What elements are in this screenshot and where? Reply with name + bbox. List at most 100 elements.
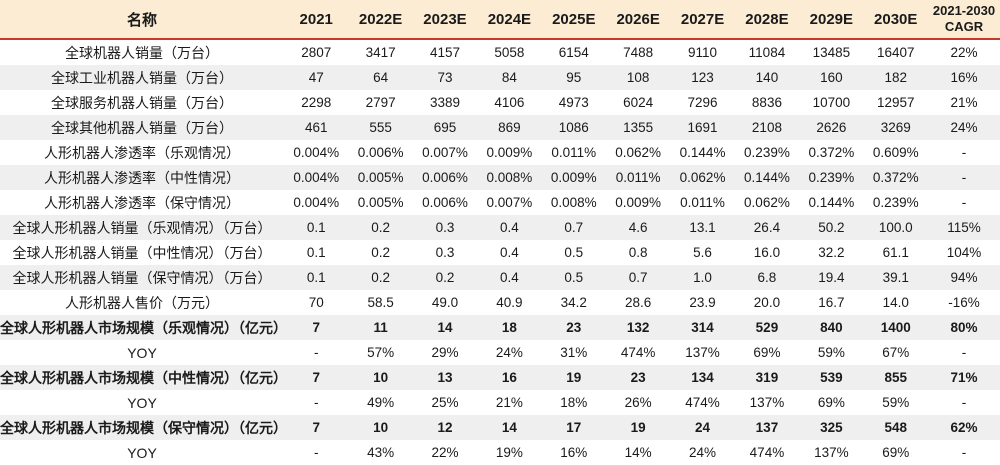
value-cell: 6.8 <box>757 270 777 285</box>
value-cell: 50.2 <box>818 220 845 235</box>
value-cell: 16407 <box>876 45 915 60</box>
value-cell: 314 <box>691 320 714 335</box>
value-cell: 0.011% <box>615 170 661 185</box>
value-cell: 21% <box>950 95 978 110</box>
value-cell: 0.062% <box>615 145 662 160</box>
value-cell: 23 <box>566 320 582 335</box>
value-cell: 49.0 <box>431 295 459 310</box>
value-cell: 0.1 <box>306 220 326 235</box>
table-row: 全球工业机器人销量（万台） 47 64 73 84 95 108 123 140 160 182 16… <box>0 65 1000 90</box>
value-cell: 12957 <box>876 95 915 110</box>
value-cell: 182 <box>884 70 907 85</box>
row-label: 全球其他机器人销量（万台） <box>51 119 233 136</box>
value-cell: 0.239% <box>744 145 790 160</box>
value-cell: 18% <box>560 395 588 410</box>
value-cell: 6154 <box>558 45 589 60</box>
value-cell: 0.8 <box>628 245 648 260</box>
value-cell: 69% <box>817 395 845 410</box>
value-cell: 0.3 <box>435 245 455 260</box>
value-cell: 12 <box>437 420 453 435</box>
table-row: 全球人形机器人市场规模（乐观情况）（亿元） 7 11 14 18 23 132 314 529 8… <box>0 315 1000 340</box>
value-cell: 3389 <box>429 95 461 110</box>
value-cell: 14% <box>624 445 652 460</box>
column-header-2023e: 2023E <box>412 0 478 40</box>
value-cell: 24% <box>950 120 978 135</box>
value-cell: 47 <box>308 70 324 85</box>
value-cell: 94% <box>950 270 978 285</box>
value-cell: 0.005% <box>357 195 404 210</box>
value-cell: 137% <box>749 395 785 410</box>
value-cell: 10700 <box>812 95 851 110</box>
value-cell: 5.6 <box>693 245 712 260</box>
value-cell: 23 <box>630 370 646 385</box>
value-cell: - <box>313 445 319 460</box>
row-label: 人形机器人渗透率（中性情况） <box>44 169 240 186</box>
value-cell: 2108 <box>751 120 782 135</box>
value-cell: 474% <box>685 395 720 410</box>
table-row: 全球人形机器人市场规模（保守情况）（亿元） 7 10 12 14 17 19 24 137 325… <box>0 415 1000 440</box>
value-cell: 4.6 <box>628 220 648 235</box>
value-cell: 0.3 <box>435 220 455 235</box>
value-cell: 2807 <box>301 45 332 60</box>
value-cell: 319 <box>755 370 779 385</box>
value-cell: 20.0 <box>753 295 781 310</box>
value-cell: 59% <box>882 395 910 410</box>
table-row: 人形机器人渗透率（中性情况） 0.004% 0.005% 0.006% 0.008% 0.… <box>0 165 1000 190</box>
table-row: YOY - 57% 29% 24% 31% 474% 137% 69% 59% 67% - <box>0 340 1000 365</box>
value-cell: 0.5 <box>564 270 584 285</box>
value-cell: 69% <box>882 445 910 460</box>
value-cell: 58.5 <box>367 295 394 310</box>
value-cell: 0.144% <box>744 170 790 185</box>
value-cell: 1355 <box>623 120 654 135</box>
value-cell: 26.4 <box>753 220 781 235</box>
value-cell: 0.009% <box>615 195 662 210</box>
value-cell: 0.011% <box>680 195 725 210</box>
value-cell: 22% <box>431 445 459 460</box>
value-cell: 0.372% <box>872 170 919 185</box>
value-cell: 555 <box>369 120 392 135</box>
value-cell: 0.006% <box>422 195 468 210</box>
value-cell: 19% <box>495 445 523 460</box>
value-cell: 695 <box>433 120 457 135</box>
value-cell: - <box>961 195 967 210</box>
value-cell: 19 <box>630 420 646 435</box>
value-cell: 95 <box>566 70 582 85</box>
value-cell: 6024 <box>623 95 654 110</box>
value-cell: 0.4 <box>499 270 519 285</box>
value-cell: 16 <box>501 370 517 385</box>
column-header-2021: 2021 <box>284 0 349 40</box>
value-cell: 10 <box>373 370 389 385</box>
value-cell: 0.062% <box>679 170 726 185</box>
value-cell: - <box>961 145 967 160</box>
table-row: 全球其他机器人销量（万台） 461 555 695 869 1086 1355 1691 210… <box>0 115 1000 140</box>
value-cell: 84 <box>501 70 517 85</box>
value-cell: 24 <box>695 420 711 435</box>
cagr-header-line1: 2021-2030 <box>932 2 996 18</box>
row-label: 人形机器人渗透率（乐观情况） <box>44 144 240 161</box>
value-cell: 17 <box>566 420 582 435</box>
table-row: 全球人形机器人销量（中性情况）（万台） 0.1 0.2 0.3 0.4 0.5 0.8 5.6… <box>0 240 1000 265</box>
value-cell: 137% <box>814 445 849 460</box>
value-cell: 0.004% <box>293 195 340 210</box>
value-cell: 1086 <box>558 120 589 135</box>
value-cell: 40.9 <box>496 295 523 310</box>
value-cell: 10 <box>373 420 389 435</box>
value-cell: 108 <box>626 70 650 85</box>
value-cell: 0.4 <box>499 245 519 260</box>
value-cell: 840 <box>820 320 843 335</box>
value-cell: -16% <box>948 295 980 310</box>
value-cell: 539 <box>820 370 843 385</box>
row-label: 全球人形机器人销量（乐观情况）（万台） <box>12 219 272 236</box>
value-cell: 13.1 <box>689 220 716 235</box>
value-cell: 0.009% <box>486 145 533 160</box>
value-cell: 21% <box>495 395 523 410</box>
header-row: 名称 2021 2022E 2023E 2024E 2025E 2026E 2027E 202… <box>0 0 1000 40</box>
value-cell: 0.7 <box>564 220 584 235</box>
value-cell: 7 <box>312 320 320 335</box>
value-cell: 64 <box>373 70 389 85</box>
value-cell: 0.5 <box>564 245 584 260</box>
value-cell: 11084 <box>748 45 786 60</box>
value-cell: 7488 <box>623 45 654 60</box>
value-cell: 0.005% <box>357 170 404 185</box>
